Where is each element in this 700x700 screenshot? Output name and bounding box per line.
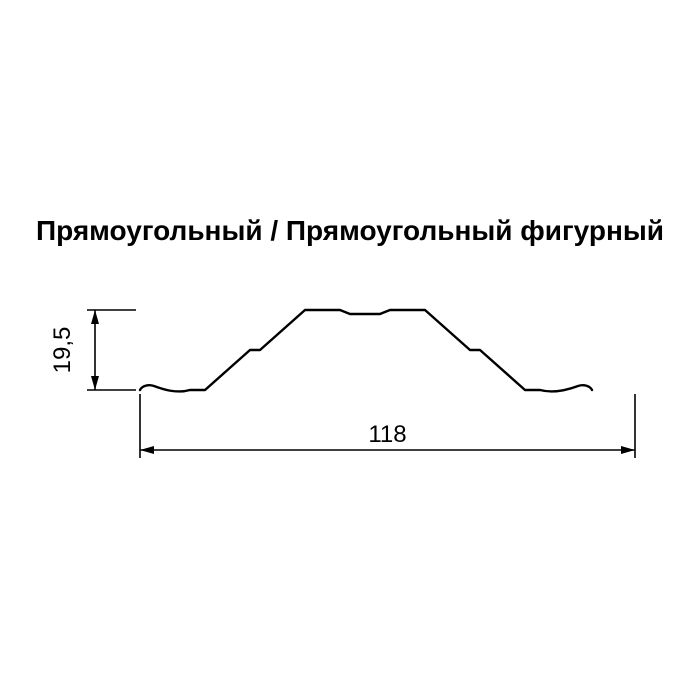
width-arrow-right — [621, 446, 635, 454]
height-arrow-top — [91, 310, 99, 324]
diagram-title: Прямоугольный / Прямоугольный фигурный — [0, 215, 700, 247]
page: Прямоугольный / Прямоугольный фигурный 1… — [0, 0, 700, 700]
height-arrow-bottom — [91, 376, 99, 390]
width-dimension: 118 — [140, 394, 635, 458]
drawing-svg: 118 19,5 — [50, 300, 650, 500]
height-dimension: 19,5 — [49, 310, 136, 390]
height-dimension-label: 19,5 — [49, 327, 76, 374]
width-dimension-label: 118 — [368, 421, 406, 448]
technical-drawing: 118 19,5 — [50, 300, 650, 500]
width-arrow-left — [140, 446, 154, 454]
profile-outline — [140, 310, 592, 391]
